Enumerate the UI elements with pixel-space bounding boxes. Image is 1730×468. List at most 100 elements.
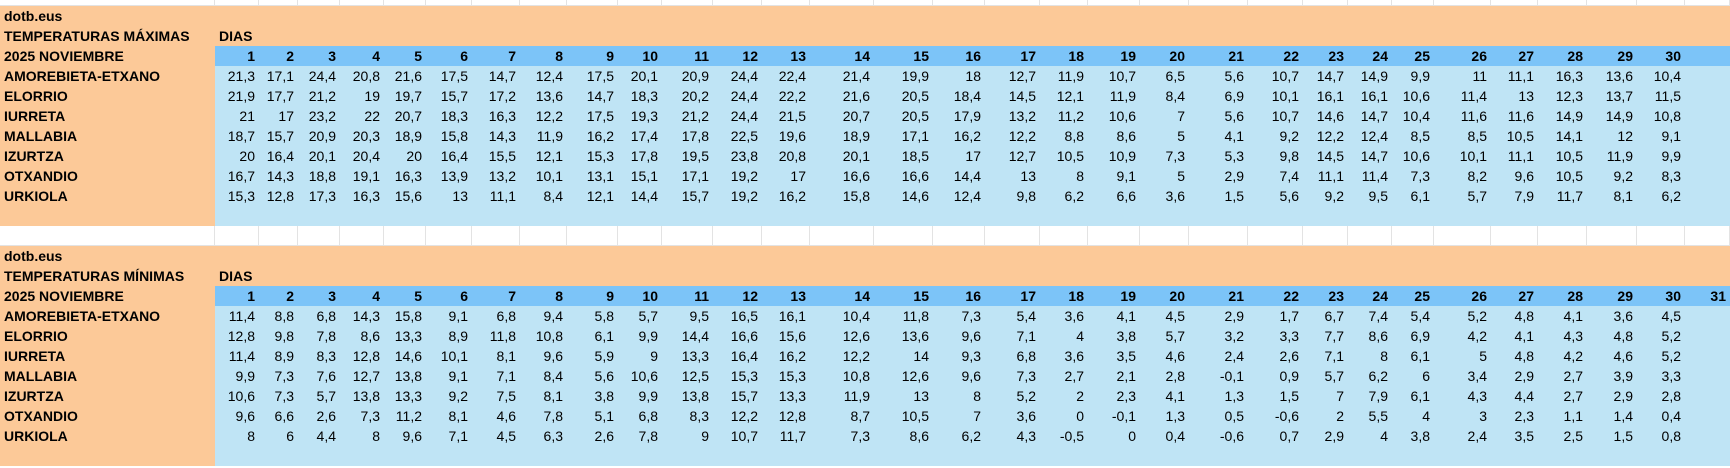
day-header: 22 bbox=[1248, 46, 1303, 66]
empty-cell bbox=[1538, 226, 1587, 246]
temperature-cell: 22,4 bbox=[762, 66, 810, 86]
temperature-cell: 9,8 bbox=[1248, 146, 1303, 166]
day-header: 20 bbox=[1140, 286, 1189, 306]
empty-cell bbox=[215, 226, 259, 246]
temperature-cell: 9,2 bbox=[426, 386, 472, 406]
empty-cell bbox=[1685, 186, 1730, 206]
station-name: IURRETA bbox=[0, 346, 215, 366]
temperature-cell: 16,6 bbox=[810, 166, 874, 186]
temperature-cell: 13,2 bbox=[985, 106, 1040, 126]
empty-cell bbox=[298, 0, 340, 6]
temperature-cell: 17 bbox=[762, 166, 810, 186]
temperature-cell: 10,8 bbox=[810, 366, 874, 386]
empty-cell bbox=[1140, 0, 1189, 6]
day-header: 6 bbox=[426, 286, 472, 306]
empty-cell bbox=[1434, 0, 1491, 6]
temperature-cell: 9 bbox=[618, 346, 662, 366]
temperature-cell: 11 bbox=[1434, 66, 1491, 86]
day-header: 2 bbox=[259, 46, 298, 66]
temperature-cell: 7,8 bbox=[298, 326, 340, 346]
day-header: 8 bbox=[520, 46, 567, 66]
temperature-cell: 6,6 bbox=[1088, 186, 1140, 206]
temperature-cell: 14,6 bbox=[1303, 106, 1348, 126]
empty-cell bbox=[567, 0, 618, 6]
empty-cell bbox=[1685, 146, 1730, 166]
temperature-cell: 12,6 bbox=[810, 326, 874, 346]
site-label: dotb.eus bbox=[0, 246, 1730, 266]
temperature-cell: 8,9 bbox=[426, 326, 472, 346]
empty-cell bbox=[520, 0, 567, 6]
temperature-cell: 13,8 bbox=[384, 366, 426, 386]
temperature-cell: 12,4 bbox=[933, 186, 985, 206]
temperature-cell: 4,5 bbox=[1140, 306, 1189, 326]
temperature-cell: 13 bbox=[985, 166, 1040, 186]
empty-cell bbox=[985, 226, 1040, 246]
temperature-cell: 11,6 bbox=[1491, 106, 1538, 126]
day-header: 23 bbox=[1303, 46, 1348, 66]
temperature-cell: 12,2 bbox=[1303, 126, 1348, 146]
temperature-cell: 3,6 bbox=[1040, 306, 1088, 326]
temperature-cell: 8 bbox=[1040, 166, 1088, 186]
day-header: 3 bbox=[298, 286, 340, 306]
temperature-cell: 11,1 bbox=[472, 186, 520, 206]
empty-cell bbox=[1685, 306, 1730, 326]
temperature-cell: 5 bbox=[1140, 166, 1189, 186]
temperature-cell: 6 bbox=[259, 426, 298, 446]
empty-cell bbox=[1538, 0, 1587, 6]
temperature-cell: 16,2 bbox=[762, 346, 810, 366]
temperature-cell: 7,3 bbox=[1140, 146, 1189, 166]
temperature-cell: 7,5 bbox=[472, 386, 520, 406]
temperature-cell: 11,1 bbox=[1491, 66, 1538, 86]
empty-cell bbox=[1088, 226, 1140, 246]
temperature-cell: 12,3 bbox=[1538, 86, 1587, 106]
temperature-cell: 14,9 bbox=[1587, 106, 1637, 126]
temperature-cell: 12,8 bbox=[762, 406, 810, 426]
header-label: DIAS bbox=[219, 268, 253, 284]
temperature-cell: 6,5 bbox=[1140, 66, 1189, 86]
temperature-cell: -0,6 bbox=[1248, 406, 1303, 426]
temperature-cell: 8,3 bbox=[298, 346, 340, 366]
temperature-cell: 3,6 bbox=[1140, 186, 1189, 206]
temperature-cell: 6 bbox=[1392, 366, 1434, 386]
temperature-cell: 17,1 bbox=[874, 126, 933, 146]
temperature-cell: 20,9 bbox=[298, 126, 340, 146]
temperature-cell: 2,6 bbox=[1248, 346, 1303, 366]
temperature-cell: 10,1 bbox=[520, 166, 567, 186]
temperature-cell: 14,7 bbox=[472, 66, 520, 86]
temperature-cell: 3,6 bbox=[1040, 346, 1088, 366]
day-header: 11 bbox=[662, 286, 713, 306]
temperature-cell: 14,4 bbox=[662, 326, 713, 346]
temperature-cell: 14,4 bbox=[618, 186, 662, 206]
temperature-cell: 8,9 bbox=[259, 346, 298, 366]
station-name: ELORRIO bbox=[0, 326, 215, 346]
temperature-cell: 17,8 bbox=[618, 146, 662, 166]
temperature-cell: 7,3 bbox=[985, 366, 1040, 386]
temperature-cell: 13,1 bbox=[567, 166, 618, 186]
temperature-cell: 17,2 bbox=[472, 86, 520, 106]
temperature-cell: 0,5 bbox=[1189, 406, 1248, 426]
day-header: 29 bbox=[1587, 286, 1637, 306]
temperature-cell: 6,6 bbox=[259, 406, 298, 426]
temperature-cell: 6,8 bbox=[985, 346, 1040, 366]
temperature-cell: 4,1 bbox=[1538, 306, 1587, 326]
temperature-cell: 14,1 bbox=[1538, 126, 1587, 146]
temperature-cell: 5,6 bbox=[1189, 66, 1248, 86]
empty-cell bbox=[618, 0, 662, 6]
temperature-cell: 13,6 bbox=[1587, 66, 1637, 86]
temperature-cell: 12,2 bbox=[985, 126, 1040, 146]
temperature-cell: 14,7 bbox=[1303, 66, 1348, 86]
temperature-cell: 23,2 bbox=[298, 106, 340, 126]
temperature-cell: 9,6 bbox=[1491, 166, 1538, 186]
temperature-cell: 5,7 bbox=[1303, 366, 1348, 386]
temperature-cell: 5,2 bbox=[985, 386, 1040, 406]
temperature-cell: 12,2 bbox=[520, 106, 567, 126]
temperature-cell: 1,5 bbox=[1189, 186, 1248, 206]
temperature-cell: 7,6 bbox=[298, 366, 340, 386]
temperature-cell: 5,2 bbox=[1637, 346, 1685, 366]
temperature-cell: 2 bbox=[1303, 406, 1348, 426]
temperature-cell: 19,9 bbox=[874, 66, 933, 86]
temperature-cell: 9,9 bbox=[1637, 146, 1685, 166]
temperature-cell: 4,2 bbox=[1434, 326, 1491, 346]
empty-cell bbox=[472, 0, 520, 6]
empty-cell bbox=[259, 0, 298, 6]
